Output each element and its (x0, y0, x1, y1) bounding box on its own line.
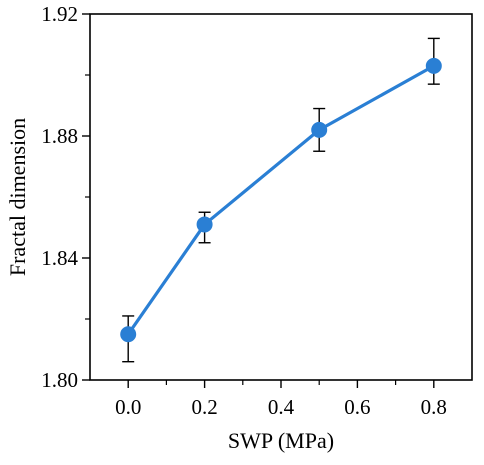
data-point (311, 121, 328, 138)
data-point (425, 57, 442, 74)
x-tick-label: 0.8 (421, 395, 447, 419)
data-series (120, 37, 442, 363)
x-tick-label: 0.6 (344, 395, 370, 419)
axes (89, 13, 473, 381)
x-tick-label: 0.2 (191, 395, 217, 419)
data-point (120, 326, 137, 343)
y-tick-label: 1.92 (41, 2, 78, 26)
x-axis-ticks: 0.0 0.2 0.4 0.6 0.8 (115, 380, 447, 419)
y-axis-label: Fractal dimension (5, 118, 30, 276)
y-tick-label: 1.84 (41, 246, 78, 270)
x-tick-label: 0.0 (115, 395, 141, 419)
x-axis-label: SWP (MPa) (228, 428, 334, 453)
series-line (126, 64, 435, 336)
x-tick-label: 0.4 (268, 395, 295, 419)
data-point (196, 216, 213, 233)
y-axis-ticks: 1.80 1.84 1.88 1.92 (41, 2, 90, 392)
y-tick-label: 1.88 (41, 124, 78, 148)
plot-frame (89, 13, 473, 381)
y-tick-label: 1.80 (41, 368, 78, 392)
